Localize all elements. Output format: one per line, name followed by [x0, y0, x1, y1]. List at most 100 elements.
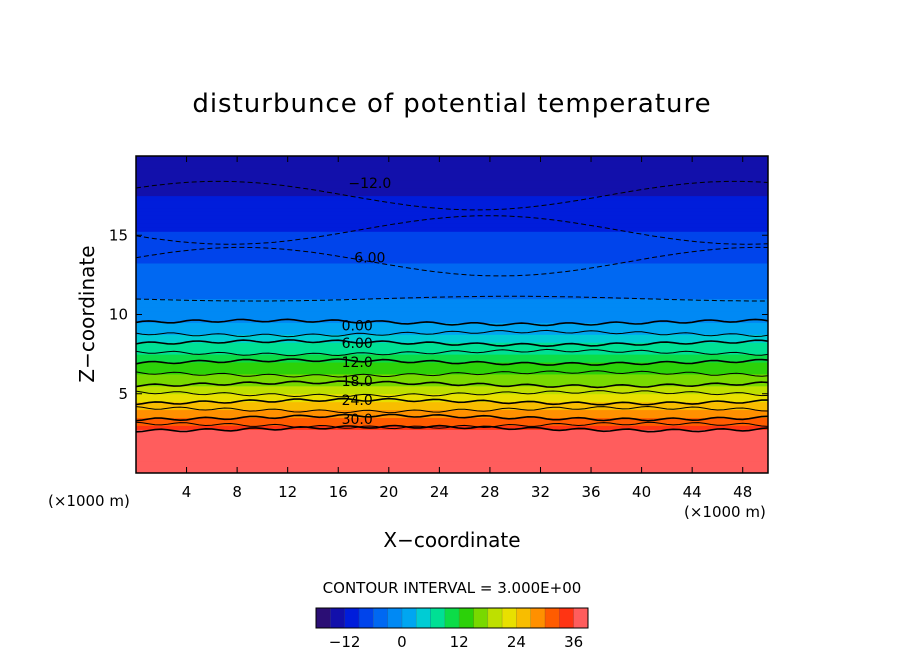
x-unit-right: (×1000 m) [684, 503, 766, 521]
x-axis: 4 8 12 16 20 24 28 32 36 40 44 48 [182, 156, 752, 501]
contour-line [136, 215, 768, 245]
contour-line [136, 295, 768, 302]
contour-lines [136, 180, 768, 433]
contour-label: 30.0 [342, 412, 373, 428]
color-band [136, 238, 768, 244]
color-band [136, 210, 768, 216]
color-band [136, 389, 768, 395]
color-band [136, 195, 768, 201]
colorbar-swatch [545, 608, 560, 628]
color-band [136, 214, 768, 220]
color-band [136, 353, 768, 359]
color-band [136, 159, 768, 165]
color-band [136, 218, 768, 224]
color-band [136, 179, 768, 185]
color-band [136, 468, 768, 473]
color-band [136, 226, 768, 232]
color-band [136, 167, 768, 173]
contour-label: −12.0 [348, 176, 391, 192]
colorbar-swatch [516, 608, 531, 628]
x-tick-label: 20 [379, 483, 398, 501]
y-axis: 5 10 15 [109, 226, 768, 403]
color-band [136, 302, 768, 308]
color-band [136, 270, 768, 276]
colorbar-swatch [473, 608, 488, 628]
color-band [136, 432, 768, 438]
color-band [136, 242, 768, 248]
color-band [136, 266, 768, 272]
color-band [136, 183, 768, 189]
x-tick-label: 28 [480, 483, 499, 501]
color-band [136, 420, 768, 426]
colorbar [315, 608, 588, 628]
color-band [136, 365, 768, 371]
contour-line [136, 246, 768, 277]
color-band [136, 325, 768, 331]
color-band [136, 317, 768, 323]
colorbar-ticks: −12 0 12 24 36 [329, 633, 583, 651]
y-axis-label: Z−coordinate [75, 245, 99, 382]
color-band [136, 171, 768, 177]
x-tick-label: 48 [733, 483, 752, 501]
color-band [136, 314, 768, 319]
color-band [136, 456, 768, 462]
color-band [136, 250, 768, 256]
contour-line [136, 180, 768, 211]
color-band [136, 329, 768, 335]
color-band [136, 199, 768, 205]
colorbar-swatch [316, 608, 331, 628]
colorbar-swatch [430, 608, 445, 628]
color-band [136, 381, 768, 387]
colorbar-swatch [559, 608, 574, 628]
contour-interval-label: CONTOUR INTERVAL = 3.000E+00 [323, 579, 582, 597]
contour-line [136, 329, 768, 338]
color-band [136, 203, 768, 209]
colorbar-tick-label: 24 [507, 633, 526, 651]
colorbar-swatch [459, 608, 474, 628]
color-band [136, 191, 768, 197]
contour-line [136, 413, 768, 422]
color-band [136, 452, 768, 458]
color-band [136, 349, 768, 355]
color-band [136, 337, 768, 343]
colorbar-swatch [444, 608, 460, 628]
colorbar-swatch [487, 608, 503, 628]
x-axis-label: X−coordinate [383, 528, 520, 552]
color-band [136, 175, 768, 181]
color-band [136, 464, 768, 470]
chart-title: disturbunce of potential temperature [192, 89, 711, 119]
x-unit-left: (×1000 m) [48, 492, 130, 510]
color-band [136, 234, 768, 240]
color-band [136, 298, 768, 304]
color-band [136, 385, 768, 391]
x-tick-label: 8 [232, 483, 242, 501]
colorbar-swatch [530, 608, 546, 628]
color-band [136, 282, 768, 288]
colorbar-swatch [502, 608, 517, 628]
colorbar-swatch [387, 608, 402, 628]
colorbar-tick-label: −12 [329, 633, 361, 651]
colorbar-tick-label: 12 [450, 633, 469, 651]
color-band [136, 310, 768, 315]
color-band [136, 258, 768, 264]
x-tick-label: 12 [278, 483, 297, 501]
color-band [136, 187, 768, 193]
y-tick-label: 15 [109, 226, 128, 244]
contour-line [136, 370, 768, 378]
color-band [136, 278, 768, 284]
x-tick-label: 36 [581, 483, 600, 501]
color-band [136, 444, 768, 450]
colorbar-swatch [358, 608, 374, 628]
contour-line [136, 348, 768, 357]
color-band [136, 274, 768, 280]
y-tick-label: 10 [109, 306, 128, 324]
color-band [136, 286, 768, 292]
color-band [136, 405, 768, 411]
color-band [136, 409, 768, 415]
y-tick-label: 5 [118, 385, 128, 403]
color-band [136, 436, 768, 442]
contour-line [136, 405, 768, 414]
color-band [136, 377, 768, 383]
color-band [136, 345, 768, 351]
